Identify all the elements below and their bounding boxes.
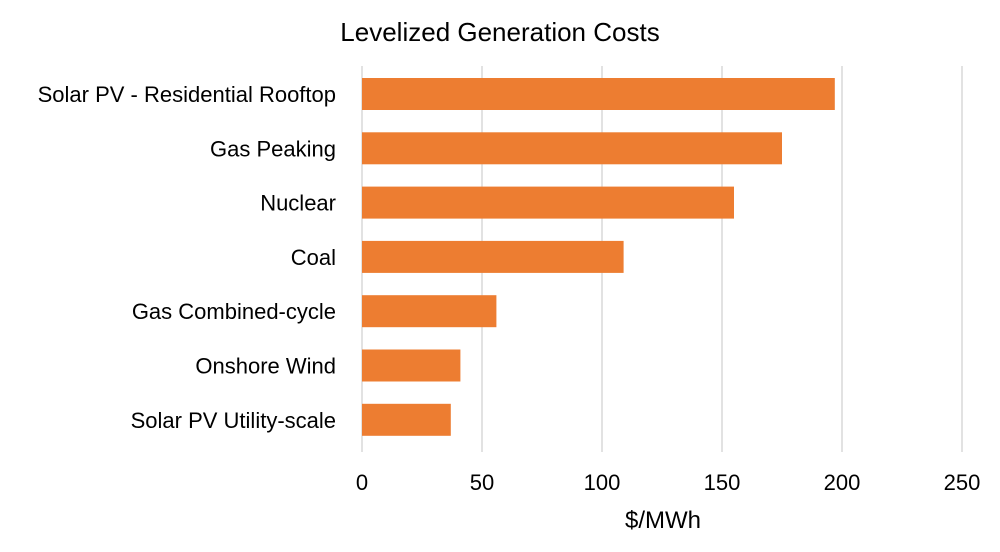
x-tick-label: 250 xyxy=(944,470,981,495)
x-axis-label: $/MWh xyxy=(625,507,701,534)
bar xyxy=(362,403,451,436)
x-tick-labels: 0 50 100 150 200 250 xyxy=(356,470,980,495)
bar xyxy=(362,295,497,328)
category-label: Coal xyxy=(291,245,336,270)
category-label: Solar PV - Residential Rooftop xyxy=(38,82,336,107)
category-label: Gas Combined-cycle xyxy=(132,299,336,324)
category-label: Onshore Wind xyxy=(195,354,336,379)
x-tick-label: 50 xyxy=(470,470,494,495)
bars xyxy=(362,78,835,436)
bar xyxy=(362,240,624,273)
x-tick-label: 150 xyxy=(704,470,741,495)
x-tick-label: 100 xyxy=(584,470,621,495)
category-label: Gas Peaking xyxy=(210,136,336,161)
x-tick-label: 200 xyxy=(824,470,861,495)
bar xyxy=(362,349,461,382)
bar xyxy=(362,78,835,110)
bar xyxy=(362,132,782,165)
chart-title: Levelized Generation Costs xyxy=(340,17,659,47)
bar xyxy=(362,186,734,219)
category-label: Nuclear xyxy=(260,191,336,216)
category-labels: Solar PV - Residential Rooftop Gas Peakin… xyxy=(38,82,336,433)
category-label: Solar PV Utility-scale xyxy=(131,408,336,433)
x-tick-label: 0 xyxy=(356,470,368,495)
